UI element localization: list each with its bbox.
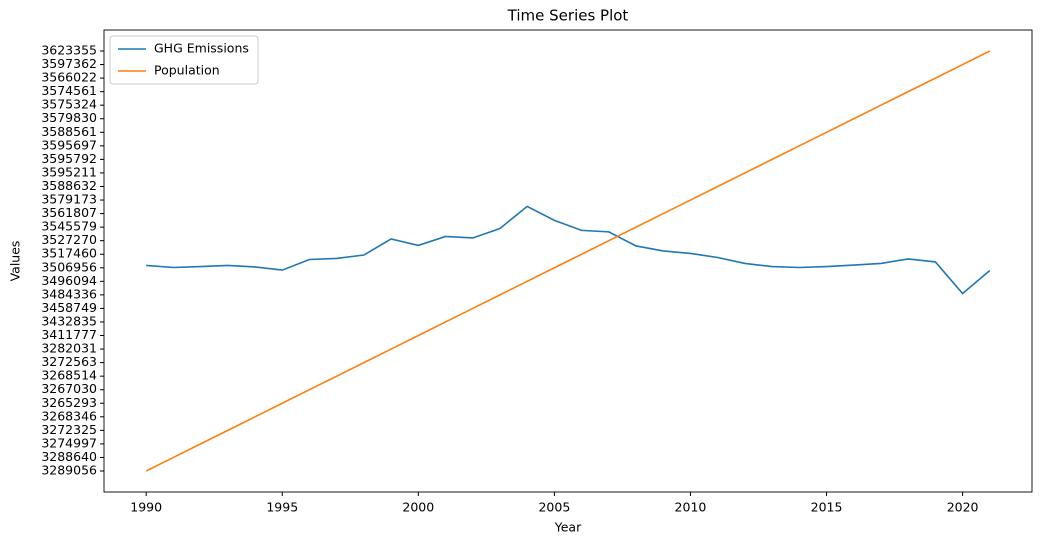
x-tick-label: 2020 — [947, 500, 979, 515]
y-tick-label: 3561807 — [41, 205, 97, 220]
x-tick-label: 1990 — [130, 500, 162, 515]
x-tick-label: 2010 — [675, 500, 707, 515]
y-tick-label: 3579173 — [41, 192, 97, 207]
y-tick-label: 3527270 — [41, 232, 97, 247]
series-line — [146, 205, 991, 295]
y-tick-label: 3545579 — [41, 219, 97, 234]
y-tick-label: 3595697 — [41, 137, 97, 152]
legend-box — [109, 35, 259, 85]
y-tick-label: 3432835 — [41, 313, 97, 328]
y-tick-label: 3411777 — [41, 327, 97, 342]
y-tick-label: 3267030 — [41, 381, 97, 396]
y-tick-label: 3623355 — [41, 43, 97, 58]
y-tick-label: 3566022 — [41, 70, 97, 85]
y-tick-label: 3458749 — [41, 300, 97, 315]
y-tick-label: 3595211 — [41, 164, 97, 179]
y-tick-label: 3496094 — [41, 273, 97, 288]
x-tick-label: 2000 — [402, 500, 434, 515]
y-tick-label: 3268514 — [41, 368, 97, 383]
x-axis-label: Year — [554, 520, 582, 535]
chart-title: Time Series Plot — [507, 7, 629, 25]
y-tick-label: 3288640 — [41, 449, 97, 464]
y-tick-label: 3484336 — [41, 286, 97, 301]
y-tick-label: 3595792 — [41, 151, 97, 166]
y-axis-label: Values — [8, 241, 23, 282]
y-tick-label: 3268346 — [41, 408, 97, 423]
y-tick-label: 3506956 — [41, 259, 97, 274]
legend-label: GHG Emissions — [154, 41, 249, 56]
x-tick-label: 2005 — [538, 500, 570, 515]
y-tick-label: 3597362 — [41, 56, 97, 71]
y-tick-label: 3289056 — [41, 463, 97, 478]
series-line — [145, 50, 991, 472]
plot-frame — [103, 29, 1033, 493]
legend-label: Population — [154, 63, 220, 78]
x-tick-label: 2015 — [811, 500, 843, 515]
y-tick-label: 3588632 — [41, 178, 97, 193]
y-tick-label: 3274997 — [41, 435, 97, 450]
y-tick-label: 3272325 — [41, 422, 97, 437]
y-tick-label: 3517460 — [41, 246, 97, 261]
y-tick-label: 3575324 — [41, 97, 97, 112]
y-tick-label: 3579830 — [41, 110, 97, 125]
y-tick-label: 3282031 — [41, 341, 97, 356]
y-tick-label: 3574561 — [41, 83, 97, 98]
x-tick-label: 1995 — [266, 500, 298, 515]
y-tick-label: 3588561 — [41, 124, 97, 139]
legend: GHG Emissions Population — [109, 35, 259, 85]
y-tick-label: 3272563 — [41, 354, 97, 369]
y-tick-label: 3265293 — [41, 395, 97, 410]
